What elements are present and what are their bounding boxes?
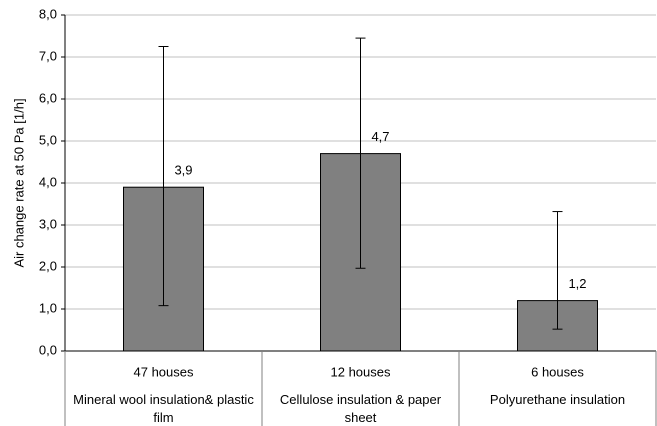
x-tick-label: 47 houses bbox=[134, 364, 194, 379]
y-tick-label: 1,0 bbox=[39, 300, 57, 315]
y-tick-label: 8,0 bbox=[39, 6, 57, 21]
y-tick-label: 7,0 bbox=[39, 48, 57, 63]
y-tick-label: 4,0 bbox=[39, 174, 57, 189]
y-tick-label: 3,0 bbox=[39, 216, 57, 231]
x-tick-label: 6 houses bbox=[531, 364, 584, 379]
y-tick-label: 5,0 bbox=[39, 132, 57, 147]
y-tick-label: 0,0 bbox=[39, 342, 57, 357]
y-axis-title: Air change rate at 50 Pa [1/h] bbox=[11, 98, 26, 267]
y-tick-label: 2,0 bbox=[39, 258, 57, 273]
category-group-label: Polyurethane insulation bbox=[489, 392, 626, 407]
x-tick-label: 12 houses bbox=[331, 364, 391, 379]
data-label: 1,2 bbox=[568, 276, 586, 291]
category-group-label: Cellulose insulation & paper sheet bbox=[279, 392, 442, 425]
data-label: 4,7 bbox=[371, 129, 389, 144]
data-label: 3,9 bbox=[174, 163, 192, 178]
category-group-label: Mineral wool insulation& plastic film bbox=[73, 392, 254, 425]
y-tick-label: 6,0 bbox=[39, 90, 57, 105]
